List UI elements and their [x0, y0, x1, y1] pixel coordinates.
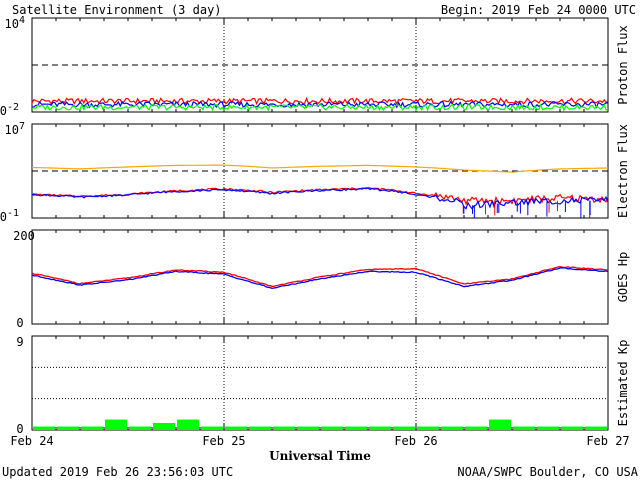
kp-bar [153, 423, 175, 430]
goes-hp-series-red [31, 265, 609, 287]
proton-y-min-label: 10-2 [0, 102, 19, 118]
estimated-kp-frame [31, 335, 609, 431]
estimated-kp-ylabel: Estimated Kp [616, 340, 630, 427]
kp-bar [513, 426, 535, 430]
kp-bar [297, 426, 319, 430]
chart-title: Satellite Environment (3 day) [12, 3, 222, 17]
proton-y-max-label: 104 [5, 15, 25, 31]
goes-hp-ylabel: GOES Hp [616, 252, 630, 303]
electron-flux-series-blue [31, 187, 609, 210]
kp-bar [369, 426, 391, 430]
kp-bar [393, 426, 415, 430]
kp-bar [57, 426, 79, 430]
proton-flux-series-red [31, 96, 609, 106]
proton-flux-ylabel: Proton Flux [616, 25, 630, 104]
kp-bar [489, 419, 511, 430]
x-axis-label: Universal Time [269, 449, 371, 463]
kp-bar [417, 426, 439, 430]
kp-bar [585, 426, 607, 430]
electron-flux-series-orange [32, 164, 608, 173]
proton-flux-series-green [31, 102, 609, 112]
goes-hp-series-blue [31, 267, 609, 289]
kp-bar [225, 426, 247, 430]
kp-bar [201, 426, 223, 430]
kp-bar [345, 426, 367, 430]
kp-bar [129, 426, 151, 430]
electron-flux-series-red [31, 187, 609, 206]
credit: NOAA/SWPC Boulder, CO USA [457, 465, 638, 479]
kp-bar [441, 426, 463, 430]
goes-hp-y-min-label: 0 [16, 316, 23, 330]
electron-y-max-label: 107 [5, 121, 25, 137]
electron-flux-ylabel: Electron Flux [616, 124, 630, 218]
kp-bar [273, 426, 295, 430]
kp-bar [33, 426, 55, 430]
electron-y-min-label: 10-1 [0, 208, 19, 224]
kp-bar [537, 426, 559, 430]
x-tick-label: Feb 24 [10, 434, 53, 448]
panels: Proton Flux Electron Flux GOES Hp Estimated… [0, 15, 630, 448]
kp-bar [561, 426, 583, 430]
proton-flux-frame [31, 17, 609, 113]
x-tick-label: Feb 26 [394, 434, 437, 448]
kp-bar [105, 419, 127, 430]
kp-bar [177, 419, 199, 430]
kp-y-min-label: 0 [16, 422, 23, 436]
kp-bar [249, 426, 271, 430]
goes-hp-y-max-label: 200 [13, 229, 35, 243]
x-tick-label: Feb 27 [586, 434, 629, 448]
updated-timestamp: Updated 2019 Feb 26 23:56:03 UTC [2, 465, 233, 479]
kp-bar [465, 426, 487, 430]
x-tick-label: Feb 25 [202, 434, 245, 448]
kp-bar [321, 426, 343, 430]
kp-y-max-label: 9 [16, 335, 23, 349]
begin-date: Begin: 2019 Feb 24 0000 UTC [441, 3, 636, 17]
kp-bar [81, 426, 103, 430]
